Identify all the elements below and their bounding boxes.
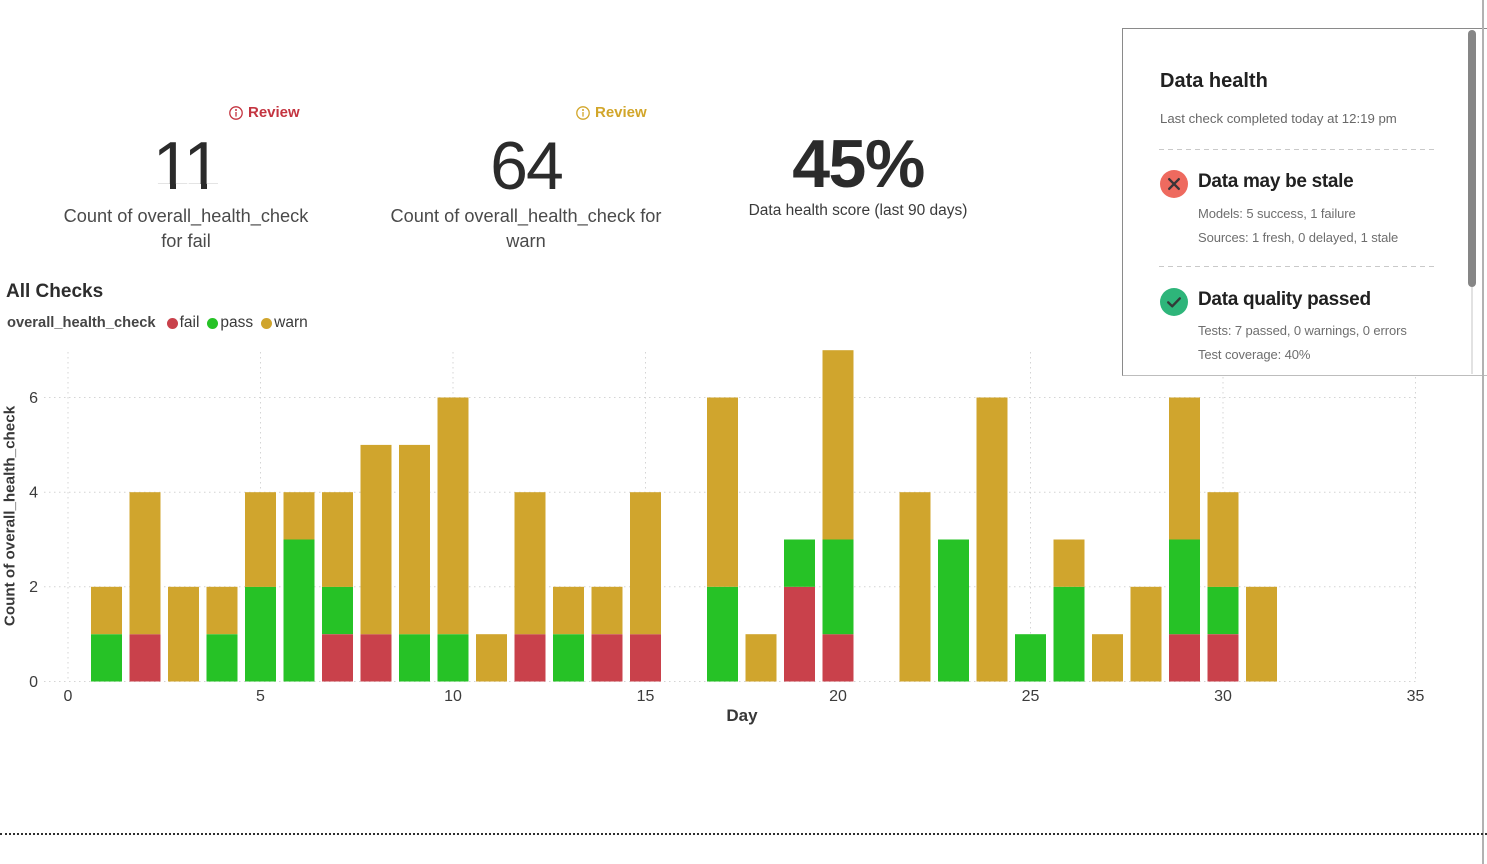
svg-text:Count of overall_health_check: Count of overall_health_check (2, 405, 19, 626)
svg-text:5: 5 (256, 688, 265, 705)
svg-text:2: 2 (29, 579, 38, 596)
svg-text:10: 10 (444, 688, 462, 705)
svg-text:35: 35 (1407, 688, 1425, 705)
svg-text:30: 30 (1214, 688, 1232, 705)
svg-text:0: 0 (64, 688, 73, 705)
svg-text:25: 25 (1022, 688, 1040, 705)
svg-text:15: 15 (637, 688, 655, 705)
svg-text:6: 6 (29, 390, 38, 407)
svg-text:20: 20 (829, 688, 847, 705)
svg-text:0: 0 (29, 674, 38, 691)
svg-text:4: 4 (29, 485, 38, 502)
svg-text:Day: Day (726, 706, 758, 725)
